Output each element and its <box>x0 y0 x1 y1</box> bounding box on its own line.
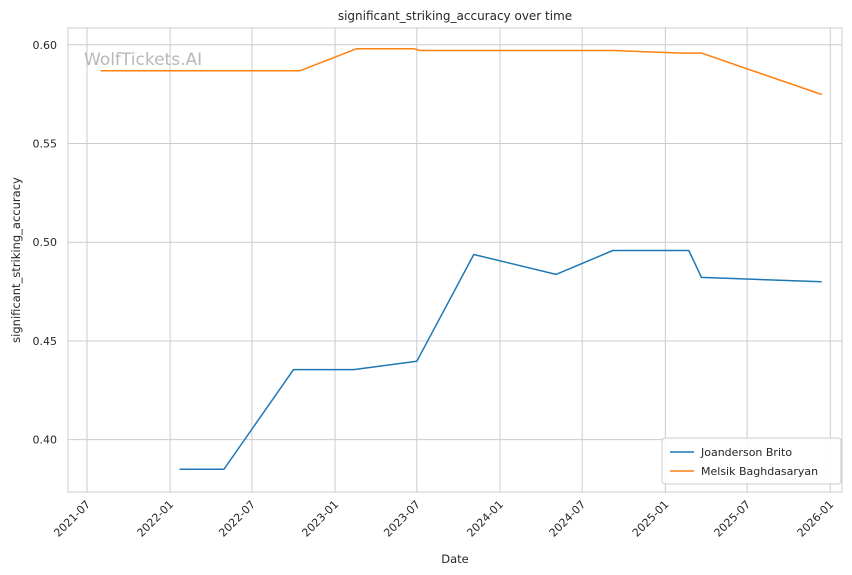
x-tick-label: 2024-01 <box>464 498 506 540</box>
chart-title: significant_striking_accuracy over time <box>338 9 572 23</box>
x-tick-label: 2026-01 <box>795 498 837 540</box>
legend-box <box>661 437 842 485</box>
legend-label-joanderson-brito: Joanderson Brito <box>700 446 792 459</box>
y-tick-label: 0.55 <box>33 138 58 151</box>
x-tick-label: 2021-07 <box>51 498 93 540</box>
y-tick-label: 0.45 <box>33 335 58 348</box>
x-tick-label: 2022-07 <box>216 498 258 540</box>
series-line-joanderson-brito <box>179 249 822 471</box>
y-tick-label: 0.50 <box>33 236 58 249</box>
y-tick-label: 0.60 <box>33 39 58 52</box>
x-axis-label: Date <box>441 552 469 566</box>
x-tick-label: 2024-07 <box>547 498 589 540</box>
x-tick-label: 2025-07 <box>712 498 754 540</box>
watermark: WolfTickets.AI <box>84 50 202 70</box>
series-lines <box>100 47 822 471</box>
x-tick-label: 2023-07 <box>381 498 423 540</box>
x-tick-label: 2023-01 <box>299 498 341 540</box>
x-tick-label: 2022-01 <box>135 498 177 540</box>
legend: Joanderson Brito Melsik Baghdasaryan <box>661 437 842 485</box>
x-tick-label: 2025-01 <box>630 498 672 540</box>
grid <box>68 28 842 492</box>
y-axis-label: significant_striking_accuracy <box>9 177 23 343</box>
y-tick-label: 0.40 <box>33 434 58 447</box>
legend-label-melsik-baghdasaryan: Melsik Baghdasaryan <box>701 465 818 478</box>
plot-area <box>67 27 843 493</box>
series-line-melsik-baghdasaryan <box>100 47 822 96</box>
